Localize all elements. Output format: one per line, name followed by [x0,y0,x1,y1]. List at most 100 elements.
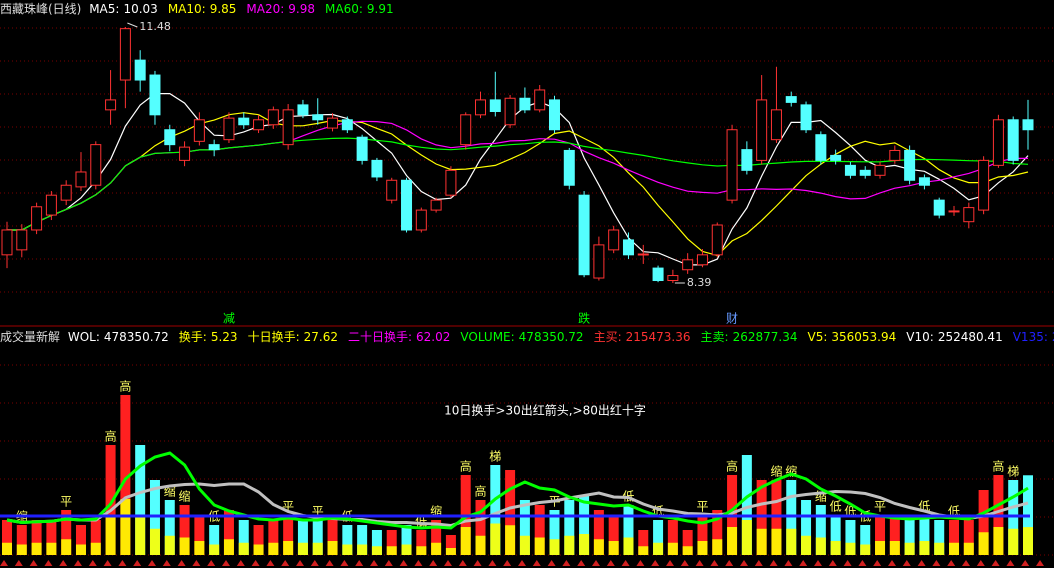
baseline-triangle [888,560,896,566]
candle-body [785,96,797,103]
legend-label: V135: [1012,330,1048,344]
candle-body [534,89,546,111]
volume-bar [771,480,782,555]
volume-bar [327,515,338,555]
buy-segment [90,542,101,555]
buy-segment [357,544,368,555]
volume-tag: 平 [696,500,708,514]
baseline-triangle [162,560,171,566]
volume-bar [934,520,945,555]
legend-value: 5.23 [210,330,238,344]
candle-body [238,117,250,126]
buy-segment [1023,527,1033,555]
volume-bar [31,520,42,555]
volume-bar [475,500,486,555]
volume-bar [253,525,264,555]
volume-bar [164,500,175,555]
volume-bar [889,515,900,555]
baseline-triangle [222,560,230,566]
volume-bar [534,505,545,555]
buy-segment [741,520,752,555]
baseline-triangle [148,560,156,566]
min-label: 8.39 [687,276,712,289]
volume-bar [963,520,974,555]
volume-bar [312,520,323,555]
legend-label: V5: [807,330,828,344]
volume-tag: 高 [474,484,486,499]
candle-body [179,146,191,161]
candle-body [726,129,738,201]
ma-line [7,137,1029,231]
legend-value: 62.02 [416,330,451,344]
buy-segment [46,542,57,555]
volume-bar [638,530,649,555]
buy-segment [727,527,738,555]
volume-bar [904,520,915,555]
volume-bar [268,520,279,555]
baseline-triangle [503,560,512,566]
volume-bar [357,525,368,555]
candle-body [489,99,501,113]
legend-value: 10.03 [123,2,158,16]
buy-segment [342,544,353,555]
volume-bar [875,515,886,555]
buy-segment [401,544,412,555]
baseline-triangle [710,560,719,566]
signal-marker: 跌 [578,311,590,326]
volume-bar [75,525,86,555]
candle-body [918,177,930,186]
buy-segment [268,542,279,555]
volume-tag: 平 [60,495,72,509]
candle-body [445,169,457,196]
buy-segment [416,546,427,555]
volume-bar [179,505,190,555]
baseline-triangle [444,560,452,566]
candle-body [1,229,13,256]
baseline-triangle [29,560,38,566]
candle-body [90,144,102,186]
baseline-triangle [873,560,882,566]
legend-label: 十日换手: [247,330,300,344]
volume-tag: 高 [105,429,117,444]
volume-bar [593,510,604,555]
volume-bar [416,530,427,555]
candle-body [608,229,620,251]
volume-bar [445,535,456,555]
candle-body [504,97,516,126]
v5-line [6,451,1029,530]
legend-label: MA5: [89,2,120,16]
baseline-triangle [843,560,852,566]
candle-body [45,194,57,216]
signal-marker: 减 [223,312,235,326]
candle-body [327,117,339,129]
ma-line [7,112,1029,257]
baseline-triangle [518,560,526,566]
buy-segment [135,516,146,555]
buy-segment [2,542,12,555]
legend-label: 主买: [593,330,622,344]
buy-segment [949,542,960,555]
buy-segment [105,516,116,555]
baseline-triangle [133,560,142,566]
buy-segment [993,527,1004,555]
buy-segment [593,539,604,555]
buy-segment [534,537,545,555]
candle-body [253,119,265,131]
candle-body [164,129,176,146]
volume-bar [741,455,752,555]
legend-value: 9.98 [288,2,315,16]
candle-body [563,149,575,186]
candle-body [386,179,398,201]
volume-bar [209,525,220,555]
buy-segment [564,535,575,555]
buy-segment [712,539,723,555]
volume-bar [949,520,960,555]
volume-bar [786,480,797,555]
buy-segment [845,542,856,555]
candle-body [904,149,916,181]
volume-bar [238,520,249,555]
volume-tag: 缩 [770,464,782,479]
baseline-triangle [14,560,23,566]
volume-bar [297,520,308,555]
